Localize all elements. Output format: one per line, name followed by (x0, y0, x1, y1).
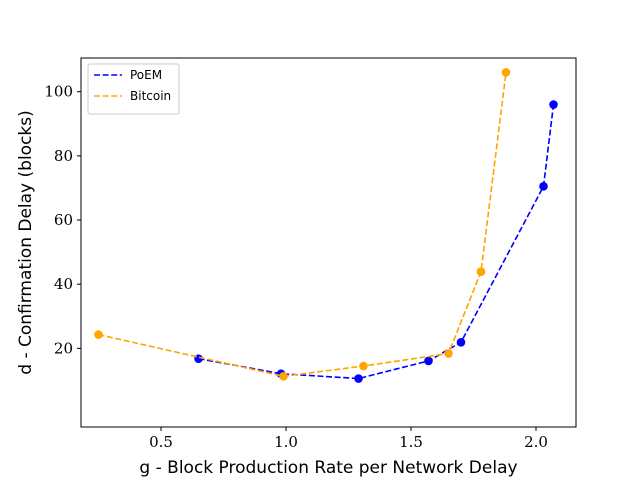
y-tick-label: 100 (44, 83, 73, 101)
x-tick-label: 2.0 (524, 433, 548, 451)
poem-point (354, 374, 363, 383)
bitcoin-point (94, 330, 103, 339)
legend-label-poem: PoEM (130, 68, 162, 82)
axes-frame (80, 57, 577, 428)
x-tick-label: 1.5 (399, 433, 423, 451)
bitcoin-point (279, 372, 288, 381)
poem-point (424, 356, 433, 366)
bitcoin-point (476, 267, 486, 276)
legend: PoEM Bitcoin (87, 63, 180, 115)
poem-point (549, 100, 558, 109)
y-tick-label: 80 (54, 147, 73, 165)
y-tick-label: 20 (54, 339, 73, 357)
y-tick-label: 60 (54, 211, 73, 229)
bitcoin-series (94, 68, 511, 381)
bitcoin-line (98, 72, 507, 378)
poem-series (194, 100, 558, 383)
bitcoin-point (444, 349, 453, 358)
legend-label-bitcoin: Bitcoin (130, 89, 171, 103)
x-axis-label: g - Block Production Rate per Network De… (139, 458, 517, 478)
x-tick-label: 0.5 (149, 433, 173, 451)
bitcoin-point (501, 68, 511, 77)
ticks-layer: 0.5 1.0 1.5 2.0 20 40 60 80 100 (44, 83, 548, 451)
y-axis-label: d - Confirmation Delay (blocks) (16, 110, 36, 375)
poem-point (456, 337, 466, 347)
y-tick-label: 40 (54, 275, 73, 293)
bitcoin-point (359, 361, 368, 371)
x-tick-label: 1.0 (274, 433, 298, 451)
series-layer (94, 68, 558, 383)
legend-box (87, 63, 180, 115)
poem-point (539, 182, 548, 191)
